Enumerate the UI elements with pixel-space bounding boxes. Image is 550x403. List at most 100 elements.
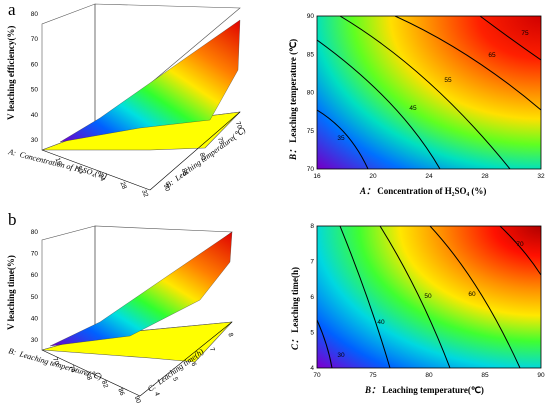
x-axis-prefix: B: xyxy=(7,346,17,357)
y-axis-label: Leaching time(h) xyxy=(290,267,300,333)
contour-level-label: 75 xyxy=(521,30,529,37)
x-axis-label: Concentration of H₂SO₄ (%) xyxy=(377,186,486,196)
y-axis-label: Leaching temperature (℃) xyxy=(288,39,298,143)
z-tick-label: 80 xyxy=(31,229,39,236)
y-tick-label: 85 xyxy=(307,51,315,58)
y-tick-label: 70 xyxy=(307,166,315,173)
x-axis-ticks: 70 74 78 82 86 90 xyxy=(51,357,142,403)
contour-level-label: 55 xyxy=(444,77,452,84)
x-tick-label: 90 xyxy=(133,395,142,403)
contour-line xyxy=(479,16,541,61)
y-tick-label: 80 xyxy=(307,90,315,97)
z-axis-label: V leaching efficiency(%) xyxy=(6,26,16,120)
x-tick-label: 70 xyxy=(313,372,321,379)
y-axis-ticks: 8 7 6 5 4 xyxy=(310,223,314,372)
x-axis-prefix: B： xyxy=(364,385,380,395)
y-axis-prefix: B： xyxy=(288,145,298,161)
y-axis-prefix: C： xyxy=(290,335,300,350)
x-tick-label: 28 xyxy=(481,173,489,180)
x-axis-ticks: 16 20 24 28 32 xyxy=(54,157,150,199)
svg-text:B： Leaching temperature: B： Leaching temperature (℃) xyxy=(288,39,298,161)
y-tick-label: 75 xyxy=(216,136,225,146)
z-tick-label: 40 xyxy=(31,315,39,322)
contour-line xyxy=(317,319,333,368)
panel-letter-b: b xyxy=(8,210,17,229)
y-tick-label: 4 xyxy=(310,365,314,372)
z-tick-label: 60 xyxy=(31,61,39,68)
z-tick-label: 80 xyxy=(31,11,39,18)
x-tick-label: 32 xyxy=(537,173,545,180)
z-tick-label: 30 xyxy=(31,137,39,144)
y-tick-label: 8 xyxy=(310,223,314,230)
panel-b-contour: 70 60 50 40 30 70 75 80 85 90 8 7 6 5 4 B： Leaching … xyxy=(290,223,545,395)
contour-line xyxy=(394,16,541,111)
x-tick-label: 24 xyxy=(97,173,106,183)
z-axis-ticks: 80 70 60 50 40 30 xyxy=(31,11,39,144)
contour-level-label: 40 xyxy=(377,319,385,326)
y-tick-label: 90 xyxy=(162,183,171,193)
y-tick-label: 8 xyxy=(226,332,234,338)
x-tick-label: 90 xyxy=(537,372,545,379)
z-tick-label: 50 xyxy=(31,87,39,94)
z-tick-label: 70 xyxy=(31,36,39,43)
y-tick-label: 5 xyxy=(310,330,314,337)
response-surface xyxy=(49,231,233,347)
svg-text:A： Concentration of H₂SO: A： Concentration of H₂SO₄ (%) xyxy=(359,186,486,196)
z-tick-label: 40 xyxy=(31,112,39,119)
contour-level-label: 35 xyxy=(337,135,345,142)
x-axis-prefix: A: xyxy=(7,147,18,158)
x-tick-label: 86 xyxy=(116,387,125,397)
y-tick-label: 90 xyxy=(307,13,315,20)
y-tick-label: 7 xyxy=(208,347,216,353)
y-axis-ticks: 90 85 80 75 70 xyxy=(162,121,243,193)
y-tick-label: 85 xyxy=(180,167,189,177)
contour-line xyxy=(429,226,521,368)
z-tick-label: 60 xyxy=(31,272,39,279)
x-tick-label: 85 xyxy=(481,372,489,379)
x-tick-label: 70 xyxy=(51,357,60,367)
y-tick-label: 6 xyxy=(190,362,198,368)
z-tick-label: 30 xyxy=(31,337,39,344)
y-axis-ticks: 90 85 80 75 70 xyxy=(307,13,315,173)
contour-line xyxy=(317,39,441,169)
y-axis-prefix: B: xyxy=(164,178,176,190)
x-axis-ticks: 70 75 80 85 90 xyxy=(313,372,545,379)
x-tick-label: 28 xyxy=(118,181,127,191)
x-tick-label: 24 xyxy=(425,173,433,180)
svg-text:B： Leaching temperature(: B： Leaching temperature(℃) xyxy=(364,385,484,395)
y-tick-label: 80 xyxy=(198,152,207,162)
contour-field xyxy=(317,16,541,169)
x-tick-label: 74 xyxy=(67,364,76,374)
x-tick-label: 75 xyxy=(369,372,377,379)
y-tick-label: 4 xyxy=(153,391,161,397)
contour-level-label: 30 xyxy=(337,352,345,359)
contour-level-label: 70 xyxy=(516,241,524,248)
contour-level-label: 50 xyxy=(424,293,432,300)
y-tick-label: 70 xyxy=(234,121,243,131)
z-axis-ticks: 80 70 60 50 40 30 xyxy=(31,229,39,344)
z-tick-label: 50 xyxy=(31,294,39,301)
contour-labels: 75 65 55 45 35 xyxy=(337,30,529,142)
x-tick-label: 20 xyxy=(369,173,377,180)
x-axis-prefix: A： xyxy=(359,186,375,196)
y-axis-ticks: 4 5 6 7 8 xyxy=(153,332,235,397)
contour-level-label: 60 xyxy=(468,291,476,298)
z-axis-label: V leaching time(%) xyxy=(6,255,16,330)
contour-line xyxy=(379,226,451,368)
x-axis-label: Leaching temperature(℃) xyxy=(382,385,484,395)
y-tick-label: 75 xyxy=(307,128,315,135)
contour-labels: 70 60 50 40 30 xyxy=(337,241,524,359)
x-tick-label: 32 xyxy=(140,189,149,199)
contour-level-label: 65 xyxy=(488,52,496,59)
svg-text:C： Leaching time(h): C： Leaching time(h) xyxy=(290,267,300,350)
x-tick-label: 16 xyxy=(313,173,321,180)
contour-line xyxy=(339,16,511,169)
y-tick-label: 6 xyxy=(310,294,314,301)
back-wall-right xyxy=(94,3,241,131)
svg-text:A: Concentration of H₂SO: A: Concentration of H₂SO₄(%) xyxy=(7,147,109,181)
x-axis-label: Concentration of H₂SO₄(%) xyxy=(19,150,108,180)
contour-field xyxy=(317,226,541,368)
